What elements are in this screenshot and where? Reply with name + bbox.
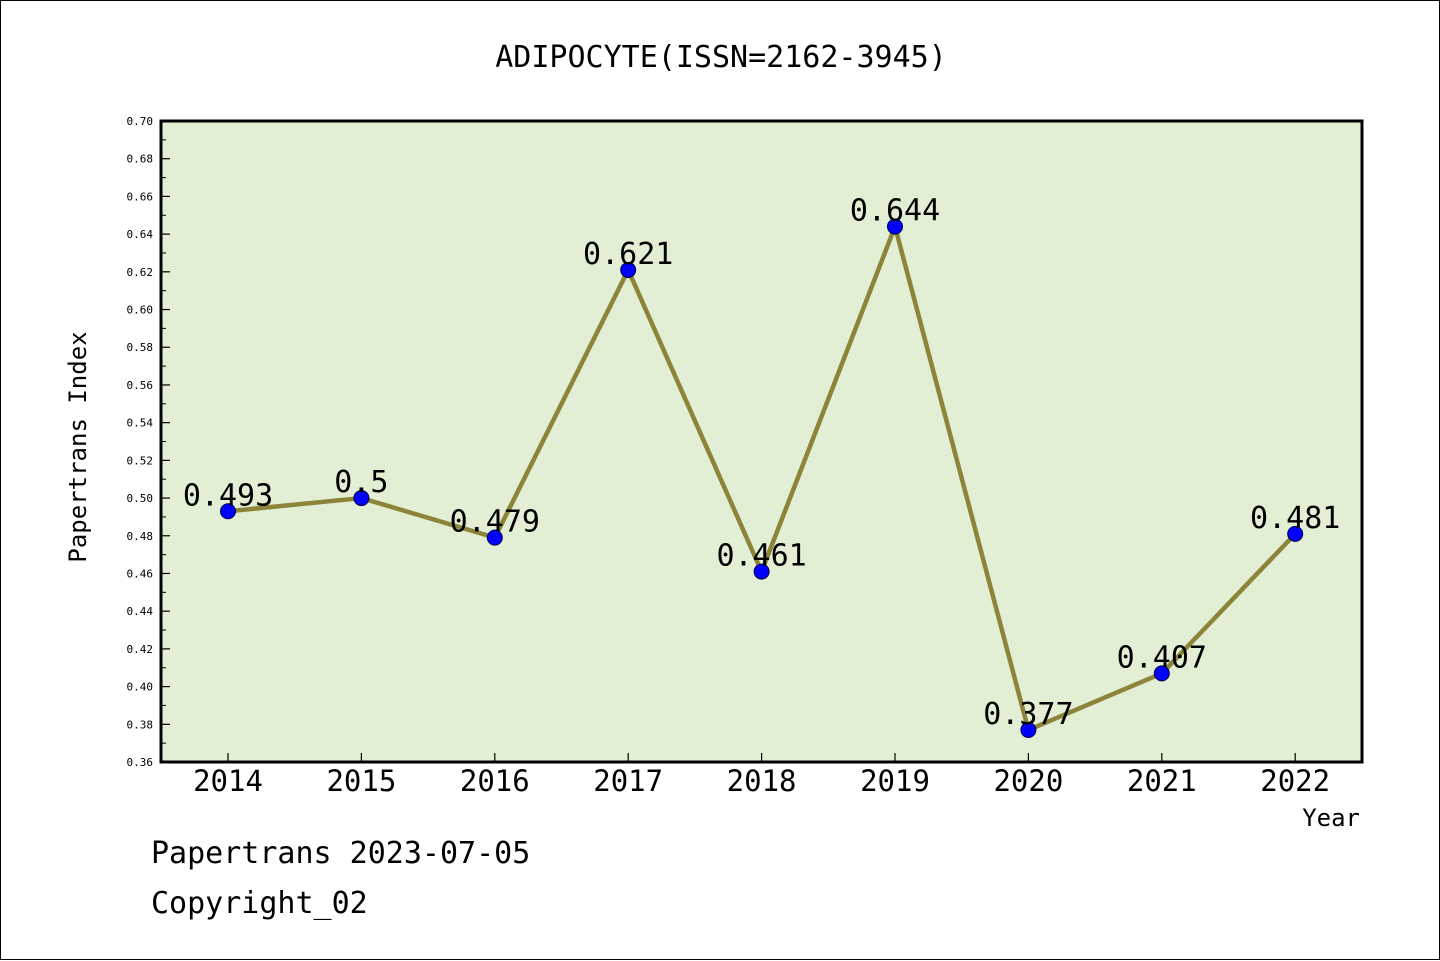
y-tick-label: 0.56 xyxy=(127,379,154,392)
y-tick-label: 0.42 xyxy=(127,643,154,656)
y-tick-label: 0.58 xyxy=(127,341,154,354)
y-tick-label: 0.60 xyxy=(127,304,154,317)
x-axis: 2014 2015 2016 2017 2018 2019 2020 2021 2022 xyxy=(193,753,1330,798)
data-point xyxy=(1153,665,1170,682)
data-point xyxy=(486,529,503,546)
y-axis: 0.36 0.38 0.40 0.42 0.44 0.46 0.48 0.50 0.52 0.54… xyxy=(127,115,170,769)
data-label: 0.621 xyxy=(583,237,673,272)
y-tick-label: 0.40 xyxy=(127,681,154,694)
y-axis-label: Papertrans Index xyxy=(64,331,92,562)
plot-area xyxy=(159,119,1364,764)
x-tick-label: 2017 xyxy=(593,764,663,798)
series-group: 0.493 0.5 0.479 0.621 0.461 0.644 0.377 0.407 0.… xyxy=(183,194,1340,738)
data-point xyxy=(1020,721,1037,738)
x-tick-label: 2020 xyxy=(993,764,1063,798)
data-point xyxy=(1287,525,1304,542)
data-label: 0.407 xyxy=(1117,640,1207,675)
footer-source: Papertrans 2023-07-05 xyxy=(151,836,531,871)
y-tick-label: 0.48 xyxy=(127,530,154,543)
x-tick-label: 2021 xyxy=(1127,764,1197,798)
x-tick-label: 2015 xyxy=(326,764,396,798)
y-tick-label: 0.44 xyxy=(127,605,154,618)
footer-copyright: Copyright_02 xyxy=(151,886,368,921)
data-point xyxy=(753,563,770,580)
y-tick-label: 0.38 xyxy=(127,718,154,731)
data-label: 0.479 xyxy=(450,505,540,540)
data-point xyxy=(353,490,370,507)
data-label: 0.461 xyxy=(716,539,806,574)
data-point xyxy=(220,503,236,520)
y-tick-label: 0.64 xyxy=(127,228,154,241)
x-tick-label: 2019 xyxy=(860,764,930,798)
y-tick-label: 0.50 xyxy=(127,492,154,505)
y-tick-label: 0.52 xyxy=(127,454,154,467)
y-tick-label: 0.62 xyxy=(127,266,154,279)
chart-title: ADIPOCYTE(ISSN=2162-3945) xyxy=(495,40,947,75)
data-label: 0.644 xyxy=(850,194,940,229)
y-tick-label: 0.54 xyxy=(127,417,154,430)
x-tick-label: 2022 xyxy=(1260,764,1330,798)
y-tick-label: 0.36 xyxy=(127,756,154,769)
data-label: 0.5 xyxy=(334,465,388,500)
x-tick-label: 2014 xyxy=(193,764,263,798)
data-point xyxy=(887,218,903,235)
x-tick-label: 2018 xyxy=(727,764,797,798)
y-tick-label: 0.68 xyxy=(127,153,154,166)
data-label: 0.481 xyxy=(1250,501,1340,536)
y-tick-label: 0.66 xyxy=(127,190,154,203)
x-tick-label: 2016 xyxy=(460,764,530,798)
data-point xyxy=(620,261,637,278)
y-tick-label: 0.70 xyxy=(127,115,154,128)
y-tick-label: 0.46 xyxy=(127,567,154,580)
x-axis-label: Year xyxy=(1302,804,1360,832)
data-label: 0.493 xyxy=(183,478,273,513)
data-label: 0.377 xyxy=(983,697,1073,732)
